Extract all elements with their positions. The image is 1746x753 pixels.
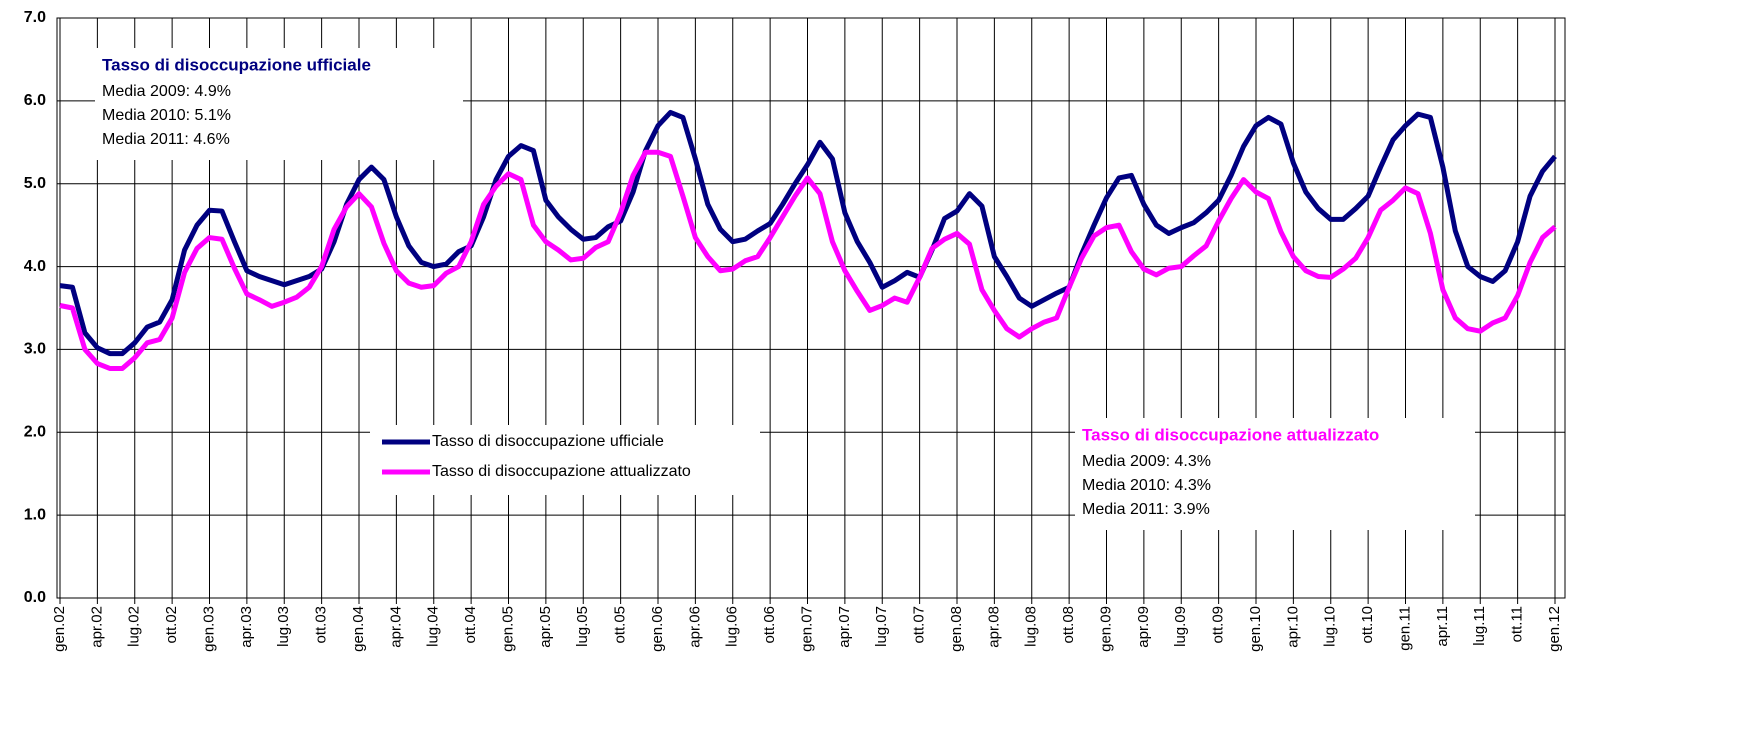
x-tick-label: lug.08 [1023, 606, 1040, 647]
x-tick-label: lug.06 [724, 606, 741, 647]
x-tick-label: ott.11 [1509, 606, 1526, 642]
annotation-line: Media 2010: 5.1% [102, 107, 231, 124]
x-tick-label: lug.07 [873, 606, 890, 647]
x-tick-label: ott.08 [1060, 606, 1077, 644]
y-tick-label: 2.0 [24, 424, 46, 441]
legend-label: Tasso di disoccupazione attualizzato [432, 463, 691, 480]
x-tick-label: gen.12 [1546, 606, 1563, 652]
x-tick-label: lug.04 [425, 606, 442, 647]
x-tick-label: apr.03 [238, 606, 255, 648]
x-tick-label: lug.09 [1172, 606, 1189, 647]
annotation-line: Media 2009: 4.9% [102, 83, 231, 100]
y-tick-label: 0.0 [24, 589, 46, 606]
x-tick-label: ott.03 [313, 606, 330, 644]
x-tick-label: lug.11 [1471, 606, 1488, 646]
x-tick-label: gen.05 [499, 606, 516, 652]
y-tick-label: 4.0 [24, 258, 46, 275]
x-tick-label: ott.06 [761, 606, 778, 644]
x-tick-label: ott.04 [462, 606, 479, 644]
annotation-line: Media 2011: 4.6% [102, 131, 230, 148]
y-tick-label: 5.0 [24, 175, 46, 192]
x-tick-label: gen.06 [649, 606, 666, 652]
y-tick-label: 1.0 [24, 506, 46, 523]
x-tick-label: apr.07 [836, 606, 853, 648]
legend-box [370, 425, 760, 495]
y-tick-label: 3.0 [24, 341, 46, 358]
annotation-title: Tasso di disoccupazione ufficiale [102, 55, 371, 74]
x-tick-label: gen.09 [1097, 606, 1114, 652]
series-line [59, 109, 1557, 357]
annotation-title: Tasso di disoccupazione attualizzato [1082, 425, 1379, 444]
y-tick-label: 7.0 [24, 9, 46, 26]
x-tick-label: gen.03 [200, 606, 217, 652]
x-tick-label: gen.11 [1396, 606, 1413, 651]
x-tick-label: ott.10 [1359, 606, 1376, 644]
annotation-box [95, 48, 463, 160]
x-tick-label: apr.02 [88, 606, 105, 648]
x-tick-label: gen.07 [798, 606, 815, 652]
x-tick-label: gen.02 [51, 606, 68, 652]
x-tick-label: apr.09 [1135, 606, 1152, 648]
x-tick-label: lug.02 [126, 606, 143, 647]
annotation-line: Media 2010: 4.3% [1082, 477, 1211, 494]
x-tick-label: lug.03 [275, 606, 292, 647]
x-tick-label: ott.02 [163, 606, 180, 644]
x-tick-label: ott.05 [612, 606, 629, 644]
x-tick-label: gen.04 [350, 606, 367, 652]
legend-label: Tasso di disoccupazione ufficiale [432, 433, 664, 450]
x-tick-label: apr.06 [686, 606, 703, 648]
y-tick-label: 6.0 [24, 92, 46, 109]
x-tick-label: apr.05 [537, 606, 554, 648]
x-tick-label: apr.04 [387, 606, 404, 648]
x-tick-label: apr.11 [1434, 606, 1451, 647]
annotation-box [1075, 418, 1475, 530]
x-tick-label: apr.08 [985, 606, 1002, 648]
annotation-line: Media 2009: 4.3% [1082, 453, 1211, 470]
annotation-line: Media 2011: 3.9% [1082, 501, 1210, 518]
x-tick-label: gen.08 [948, 606, 965, 652]
x-tick-label: lug.05 [574, 606, 591, 647]
x-tick-label: gen.10 [1247, 606, 1264, 652]
x-tick-label: ott.07 [911, 606, 928, 644]
x-tick-label: lug.10 [1322, 606, 1339, 647]
x-tick-label: ott.09 [1210, 606, 1227, 644]
series-line [59, 149, 1557, 371]
x-tick-label: apr.10 [1284, 606, 1301, 648]
